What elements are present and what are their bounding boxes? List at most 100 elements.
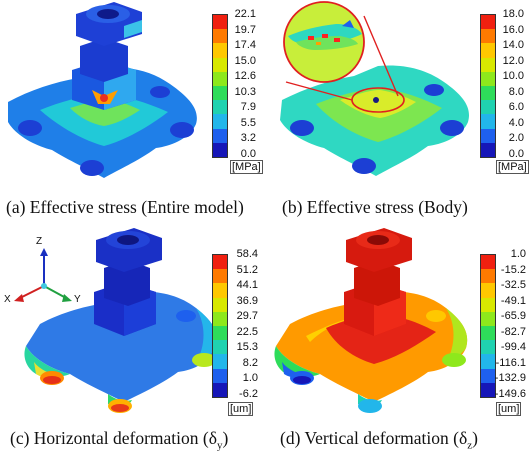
colorbar-tick-label: 58.4 (236, 248, 258, 260)
colorbar-segment (213, 325, 227, 341)
caption: (b) Effective stress (Body) (282, 197, 468, 217)
colorbar-segment (213, 255, 227, 270)
colorbar-tick-label: 51.2 (236, 263, 258, 276)
colorbar-tick-label: 1.0 (242, 372, 258, 385)
colorbar-segment (213, 128, 227, 143)
model-render-body-stress (280, 1, 469, 176)
colorbar-tick-label: 0.0 (240, 148, 256, 160)
colorbar-segment (481, 43, 495, 58)
colorbar-segment (481, 354, 495, 369)
colorbar-tick-label: 22.5 (236, 325, 258, 338)
colorbar-segment (213, 340, 227, 355)
colorbar-tick-label: 16.0 (502, 23, 524, 36)
triad-z-label: Z (36, 236, 43, 247)
colorbar-segment (481, 311, 495, 326)
colorbar-segment (213, 354, 227, 369)
colorbar-tick-label: 18.0 (502, 8, 524, 20)
colorbar-segment (481, 85, 495, 101)
colorbar-segment (213, 57, 227, 72)
caption-main: (d) Vertical deformation (δ (280, 428, 468, 448)
colorbar-segment (213, 114, 227, 129)
caption: (d) Vertical deformation (δz) (280, 428, 478, 452)
colorbar-tick-label: 12.6 (234, 70, 256, 83)
colorbar-tick-label: 12.0 (502, 54, 524, 67)
panel-c: Z X Y 58.4 51.2 44.1 36.9 29.7 22.5 15.3 8.2 1.0… (0, 228, 266, 456)
colorbar (212, 254, 228, 398)
colorbar-segment (481, 269, 495, 284)
colorbar-segment (481, 29, 495, 44)
colorbar-segment (213, 368, 227, 383)
colorbar (480, 254, 496, 398)
colorbar-tick-label: 8.0 (508, 85, 524, 98)
caption-end: ) (222, 428, 229, 448)
colorbar-tick-label: 29.7 (236, 310, 258, 323)
colorbar-tick-label: 7.9 (240, 101, 256, 114)
colorbar-segment (481, 100, 495, 115)
colorbar-segment (481, 297, 495, 312)
colorbar-tick-label: -116.1 (495, 356, 526, 369)
colorbar-tick-label: -65.9 (500, 310, 526, 323)
colorbar-tick-label: 8.2 (242, 356, 258, 369)
colorbar-tick-label: -149.6 (494, 388, 526, 400)
colorbar-segment (213, 15, 227, 30)
colorbar-tick-label: -32.5 (500, 279, 526, 292)
colorbar-segment (213, 85, 227, 101)
colorbar-segment (213, 269, 227, 284)
panel-b: 18.0 16.0 14.0 12.0 10.0 8.0 6.0 4.0 2.0 0.0 [MPa… (266, 0, 532, 228)
model-render-vertical-deformation (274, 228, 468, 413)
colorbar-tick-label: -6.2 (239, 388, 258, 400)
colorbar-tick-label: 36.9 (236, 294, 258, 307)
colorbar-tick-label: 0.0 (508, 148, 524, 160)
colorbar-tick-label: -132.9 (494, 372, 526, 385)
colorbar-tick-label: 15.3 (236, 341, 258, 354)
colorbar-segment (481, 382, 495, 397)
colorbar-tick-label: -99.4 (500, 341, 526, 354)
colorbar-segment (213, 382, 227, 397)
unit-label: [um] (228, 402, 254, 416)
colorbar-tick-label: 4.0 (508, 116, 524, 129)
unit-label: [MPa] (230, 160, 263, 174)
colorbar-segment (481, 340, 495, 355)
colorbar-segment (213, 100, 227, 115)
colorbar-tick-label: 3.2 (240, 132, 256, 145)
triad-x-label: X (4, 294, 11, 305)
colorbar-segment (481, 283, 495, 298)
colorbar-tick-label: 15.0 (234, 54, 256, 67)
triad-y-label: Y (74, 294, 81, 305)
model-render-entire-stress (8, 2, 197, 178)
colorbar-tick-label: 10.3 (234, 85, 256, 98)
colorbar-tick-label: 17.4 (234, 39, 256, 52)
colorbar-tick-label: 19.7 (234, 23, 256, 36)
colorbar-segment (213, 71, 227, 86)
colorbar-segment (481, 325, 495, 341)
colorbar (480, 14, 496, 158)
colorbar-tick-label: -15.2 (500, 263, 526, 276)
colorbar-segment (213, 43, 227, 58)
colorbar-tick-label: 14.0 (502, 39, 524, 52)
caption-main: (c) Horizontal deformation (δ (10, 428, 217, 448)
colorbar-segment (481, 114, 495, 129)
colorbar-segment (481, 57, 495, 72)
colorbar (212, 14, 228, 158)
colorbar-tick-label: 2.0 (508, 132, 524, 145)
caption: (c) Horizontal deformation (δy) (10, 428, 228, 452)
colorbar-segment (481, 15, 495, 30)
coordinate-triad (14, 248, 72, 302)
colorbar-tick-label: -82.7 (500, 325, 526, 338)
unit-label: [um] (496, 402, 522, 416)
colorbar-segment (213, 283, 227, 298)
colorbar-segment (213, 297, 227, 312)
colorbar-tick-label: -49.1 (500, 294, 526, 307)
caption-subscript: y (216, 439, 223, 452)
unit-label: [MPa] (496, 160, 529, 174)
colorbar-tick-label: 22.1 (234, 8, 256, 20)
colorbar-segment (213, 311, 227, 326)
caption: (a) Effective stress (Entire model) (6, 197, 244, 217)
colorbar-segment (481, 128, 495, 143)
colorbar-tick-label: 10.0 (502, 70, 524, 83)
colorbar-segment (213, 29, 227, 44)
caption-subscript: z (467, 439, 473, 452)
colorbar-tick-label: 44.1 (236, 279, 258, 292)
colorbar-segment (481, 255, 495, 270)
colorbar-segment (213, 142, 227, 157)
